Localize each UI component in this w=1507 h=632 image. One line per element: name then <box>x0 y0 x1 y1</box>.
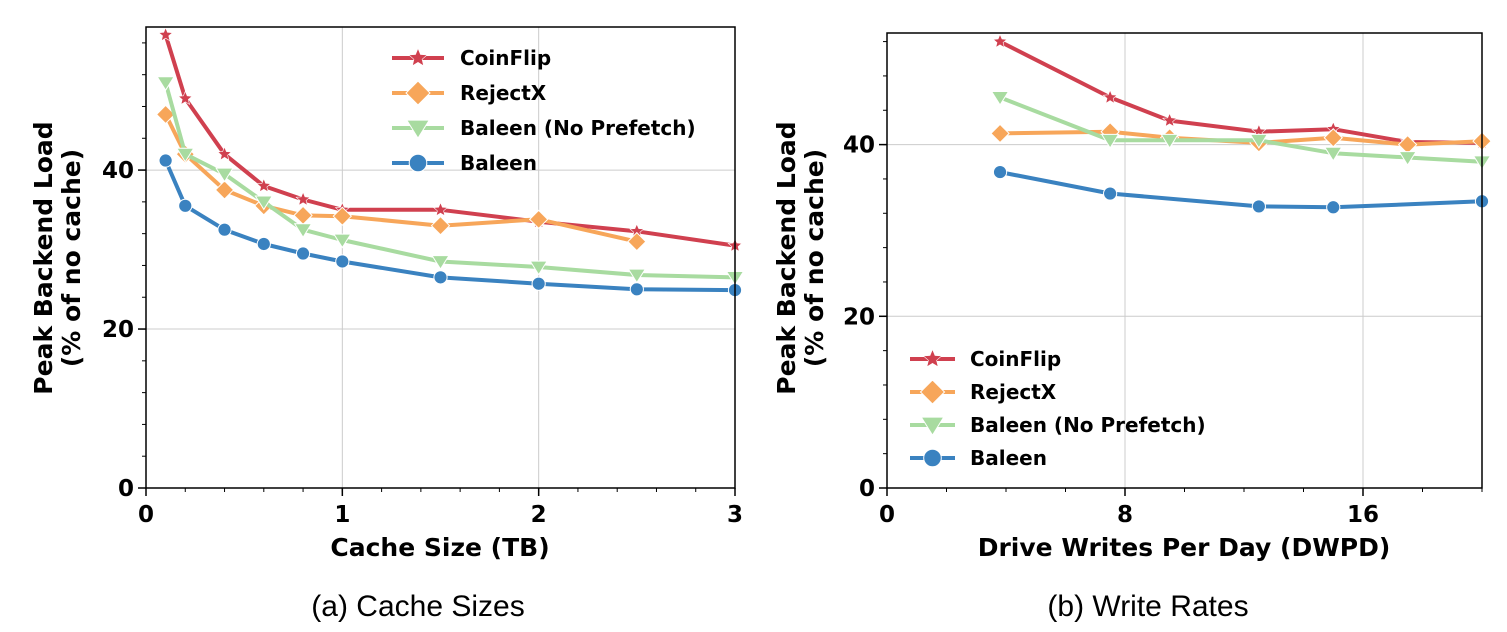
series-line-baleen <box>163 158 737 293</box>
data-point-baleen-no-prefetch <box>254 195 274 211</box>
legend-marker-coinflip <box>922 348 943 368</box>
axis-ticks: 0 1 2 3 0 20 40 <box>102 42 743 528</box>
data-point-baleen-no-prefetch <box>1160 133 1179 149</box>
data-point-coinflip <box>1102 89 1118 104</box>
data-point-coinflip <box>992 33 1008 49</box>
data-point-baleen <box>1251 199 1266 214</box>
data-point-baleen-no-prefetch <box>156 76 175 92</box>
legend-marker-baleen-no-prefetch <box>920 416 945 437</box>
data-point-baleen <box>256 236 271 252</box>
y-tick-label: 0 <box>118 476 134 502</box>
data-point-coinflip <box>432 201 449 217</box>
data-point-coinflip <box>256 178 272 193</box>
legend: CoinFlip RejectX Baleen (No Prefetch) Balee… <box>392 46 696 175</box>
x-tick-label: 2 <box>531 502 547 528</box>
x-tick-label: 0 <box>879 502 895 528</box>
data-point-baleen-no-prefetch <box>293 223 313 239</box>
legend: CoinFlip RejectX Baleen (No Prefetch) Balee… <box>910 347 1206 470</box>
data-point-baleen <box>992 164 1008 180</box>
legend-marker-baleen <box>923 448 942 468</box>
data-point-baleen-no-prefetch <box>333 233 352 249</box>
data-point-baleen-no-prefetch <box>431 255 450 270</box>
series-lines <box>990 33 1492 215</box>
data-point-baleen-no-prefetch <box>1100 133 1120 149</box>
data-point-baleen-no-prefetch <box>529 260 548 276</box>
plot-area <box>887 33 1482 488</box>
y-axis-label-line2: (% of no cache) <box>57 149 86 367</box>
x-axis-label: Drive Writes Per Day (DWPD) <box>978 533 1391 562</box>
data-point-rejectx <box>1323 128 1343 148</box>
data-point-baleen-no-prefetch <box>1249 133 1269 149</box>
legend-marker-coinflip <box>408 47 428 67</box>
data-point-coinflip <box>1162 112 1178 128</box>
legend-label-coinflip: CoinFlip <box>460 46 551 70</box>
legend-label-baleen: Baleen <box>460 151 537 175</box>
data-point-coinflip <box>177 90 193 106</box>
y-tick-label: 40 <box>843 133 875 159</box>
data-point-baleen <box>1103 186 1118 201</box>
data-point-coinflip <box>295 191 311 206</box>
plot-frame <box>145 26 736 489</box>
data-point-baleen <box>158 153 173 168</box>
y-tick-label: 20 <box>102 317 134 343</box>
data-point-coinflip <box>216 146 233 161</box>
x-tick-label: 0 <box>138 502 154 528</box>
data-point-baleen <box>295 246 311 261</box>
data-point-baleen-no-prefetch <box>215 167 234 183</box>
y-tick-label: 0 <box>859 476 875 502</box>
legend-label-baleen: Baleen <box>970 446 1047 470</box>
legend-label-coinflip: CoinFlip <box>970 347 1061 371</box>
y-tick-label: 20 <box>843 304 875 330</box>
data-point-baleen <box>531 276 546 291</box>
data-point-baleen <box>433 270 448 285</box>
data-point-baleen <box>335 254 350 269</box>
y-axis-label-line1: Peak Backend Load <box>772 121 801 394</box>
data-point-rejectx <box>528 209 549 230</box>
axis-ticks: 0 8 16 0 20 40 <box>843 41 1483 528</box>
data-point-rejectx <box>627 231 647 252</box>
chart-caption: (a) Cache Sizes <box>311 590 524 623</box>
legend-marker-baleen <box>408 153 428 173</box>
legend-label-rejectx: RejectX <box>460 81 547 105</box>
data-point-baleen <box>629 282 644 297</box>
x-tick-label: 8 <box>1117 502 1133 528</box>
data-point-baleen-no-prefetch <box>990 91 1010 106</box>
data-point-baleen <box>178 198 193 213</box>
x-axis-label: Cache Size (TB) <box>330 533 549 562</box>
chart-cache-sizes: 0 1 2 3 0 20 40 Cache Size (TB) Peak Backend L… <box>29 26 745 623</box>
y-tick-label: 40 <box>102 158 134 184</box>
legend-marker-baleen-no-prefetch <box>405 119 431 140</box>
chart-write-rates: 0 8 16 0 20 40 Drive Writes Per Day (DWPD) Pe… <box>772 32 1492 623</box>
chart-caption: (b) Write Rates <box>1047 590 1248 623</box>
data-point-baleen <box>1326 200 1341 215</box>
data-point-baleen-no-prefetch <box>1323 146 1343 162</box>
legend-marker-rejectx <box>405 80 431 106</box>
legend-label-baleen-no-prefetch: Baleen (No Prefetch) <box>460 116 696 140</box>
data-point-baleen-no-prefetch <box>627 268 647 284</box>
legend-marker-rejectx <box>919 379 946 405</box>
series-line-baleen-no-prefetch <box>163 80 737 280</box>
x-tick-label: 3 <box>727 502 743 528</box>
x-tick-label: 1 <box>334 502 350 528</box>
series-line-coinflip <box>163 32 737 248</box>
data-point-rejectx <box>430 215 451 236</box>
data-point-baleen-no-prefetch <box>1398 151 1417 166</box>
data-point-rejectx <box>332 206 353 226</box>
data-point-rejectx <box>990 123 1010 144</box>
data-point-baleen-no-prefetch <box>175 147 195 163</box>
data-point-baleen <box>217 222 232 237</box>
legend-label-baleen-no-prefetch: Baleen (No Prefetch) <box>970 413 1206 437</box>
legend-label-rejectx: RejectX <box>970 380 1057 404</box>
data-point-coinflip <box>158 26 174 42</box>
x-tick-label: 16 <box>1347 502 1379 528</box>
data-point-rejectx <box>214 180 235 200</box>
y-axis-label-line1: Peak Backend Load <box>29 121 58 394</box>
y-axis-label-line2: (% of no cache) <box>800 149 829 367</box>
